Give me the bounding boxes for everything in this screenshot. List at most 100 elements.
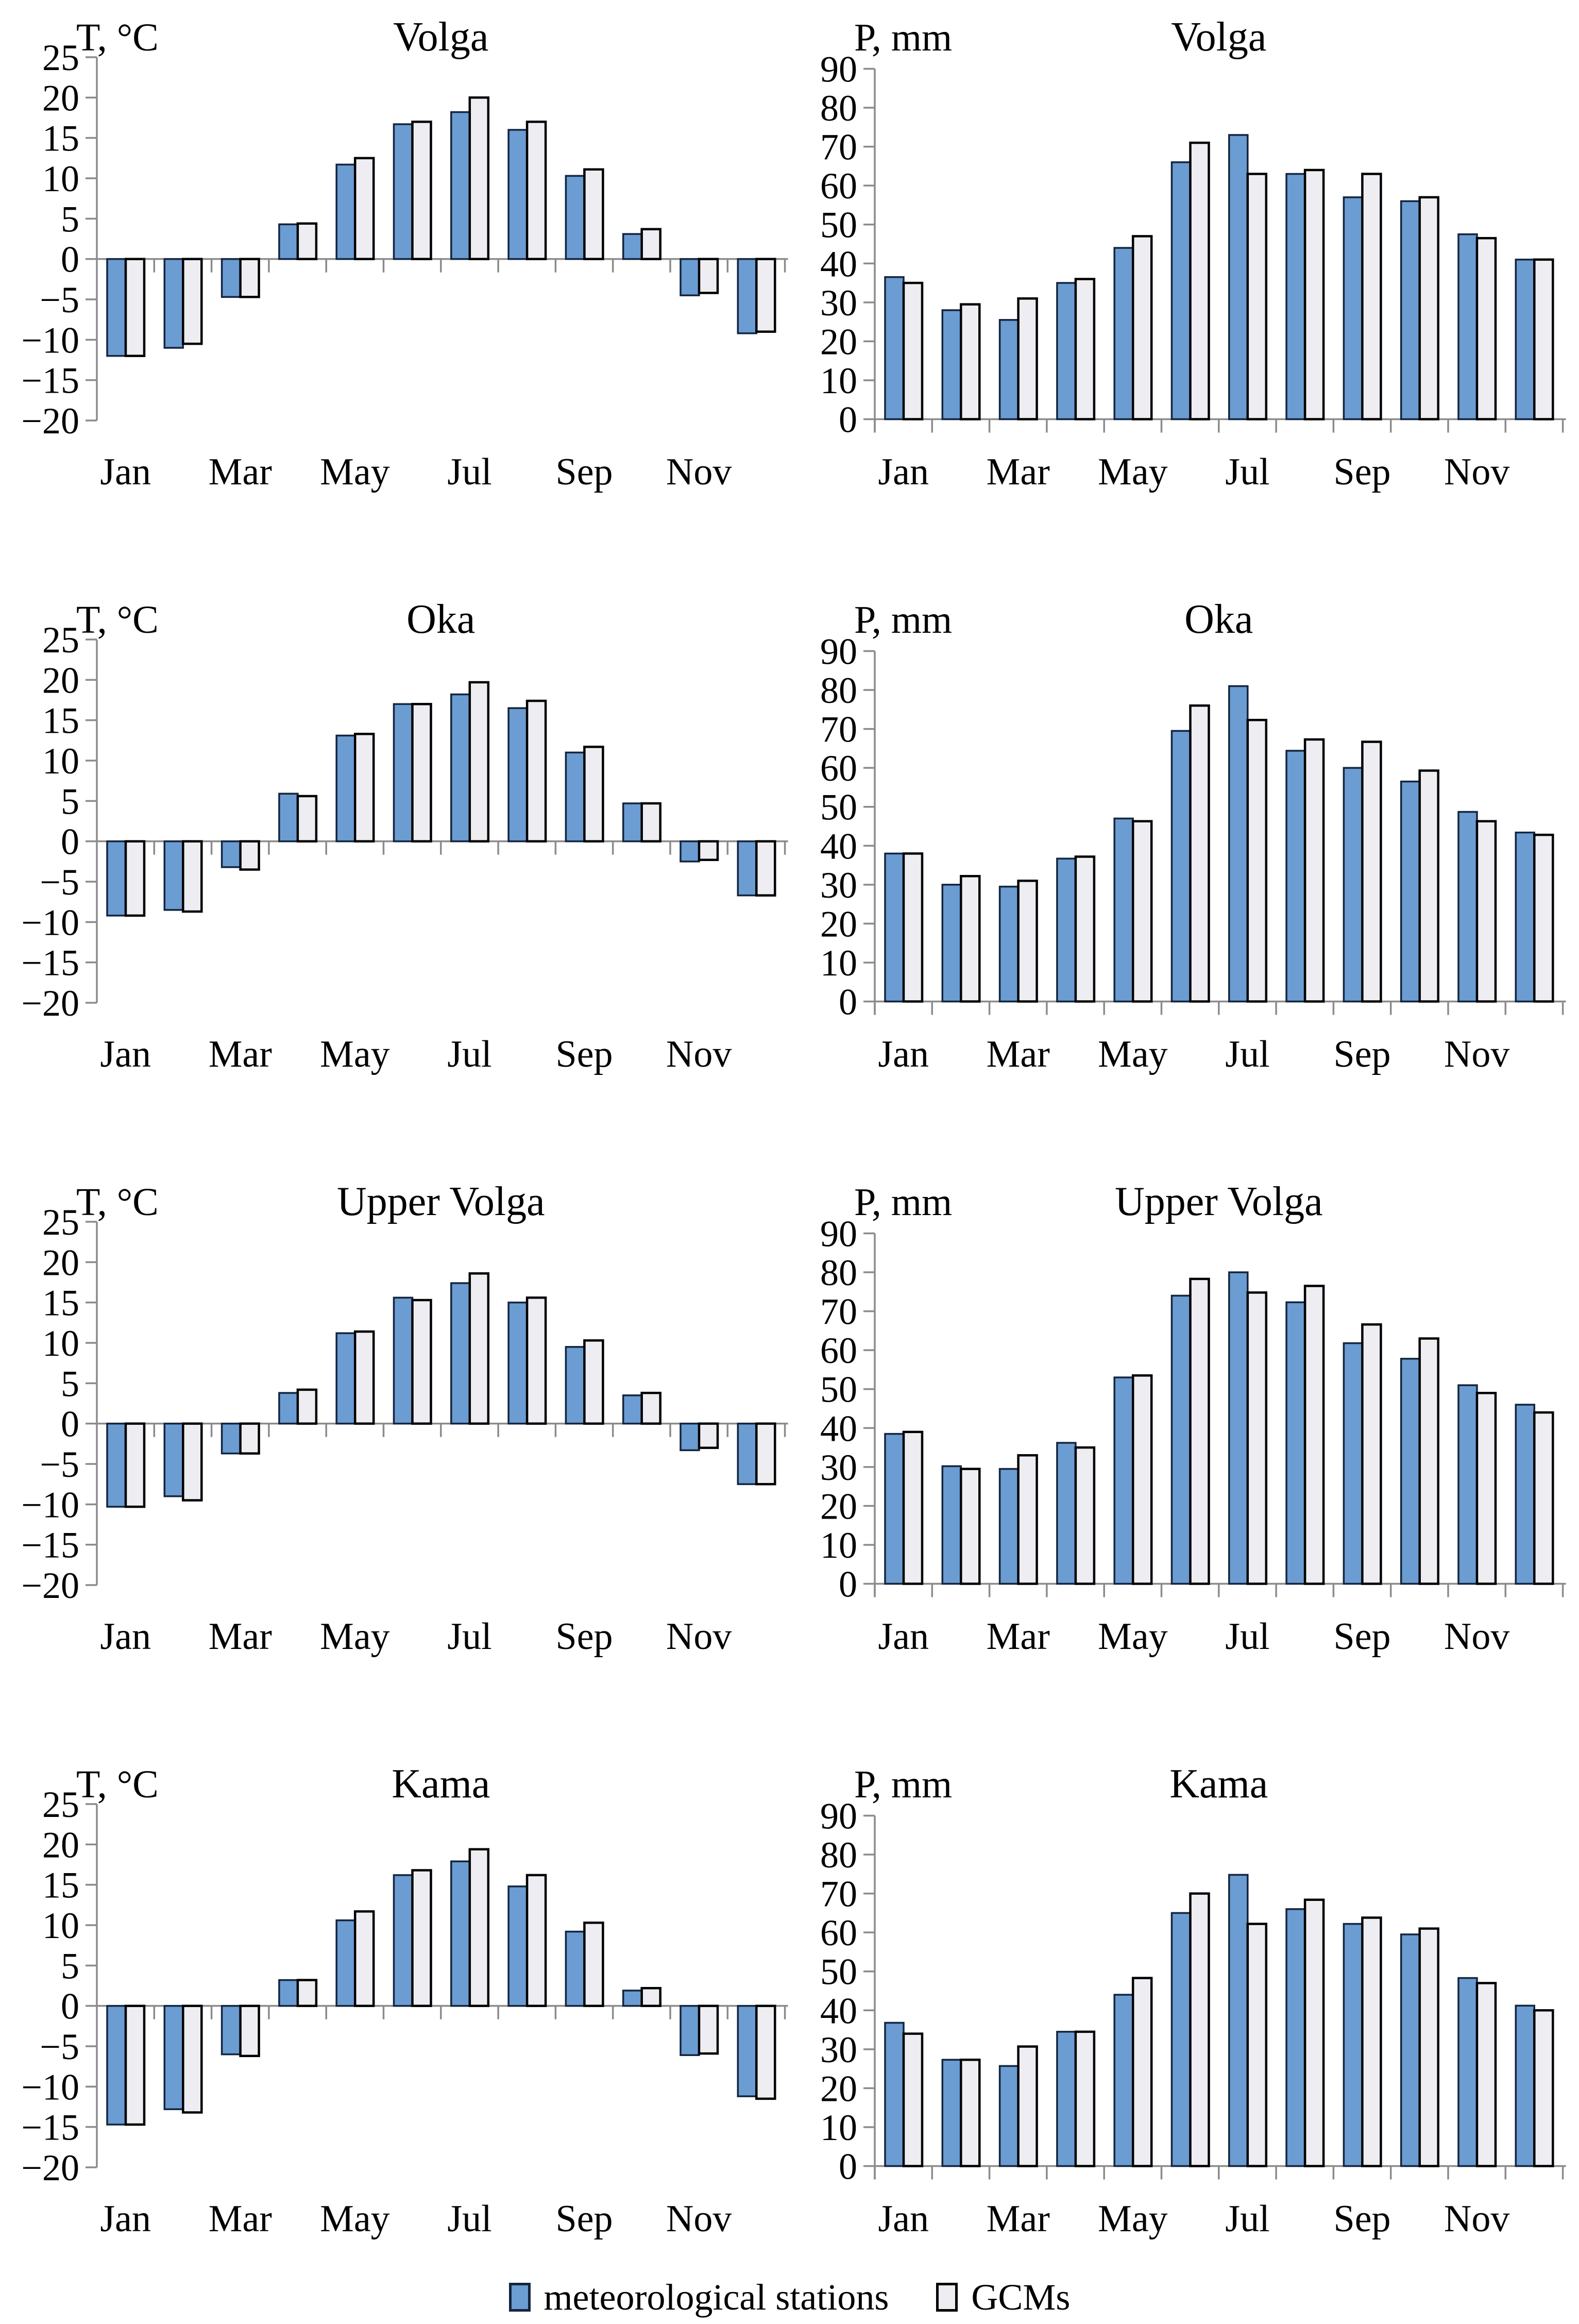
y-tick-label: 0 xyxy=(61,239,79,280)
bar-gcms-feb xyxy=(182,258,203,345)
bar-met-stations-feb xyxy=(163,2005,184,2110)
bar-gcms-dec xyxy=(1533,1411,1554,1585)
y-tick-label: 20 xyxy=(820,1486,857,1527)
bar-gcms-jan xyxy=(124,840,146,917)
x-tick-label-sep: Sep xyxy=(1334,2198,1391,2240)
bar-gcms-jul xyxy=(468,681,490,843)
bar-met-stations-dec xyxy=(1515,1404,1536,1585)
bar-gcms-oct xyxy=(640,1986,661,2007)
chart-oka-precipitation: Oka P, mm 90 80 70 60 50 40 30 20 10 0 Jan Mar May Jul S… xyxy=(789,582,1578,1164)
y-tick-label: 0 xyxy=(839,399,857,441)
bar-met-stations-jan xyxy=(106,258,127,357)
bar-met-stations-jan xyxy=(884,852,905,1003)
bar-met-stations-jun xyxy=(393,1874,414,2007)
y-tick-label: 0 xyxy=(61,821,79,863)
bar-met-stations-may xyxy=(335,1332,356,1425)
bar-met-stations-jun xyxy=(1170,1294,1192,1585)
bar-met-stations-apr xyxy=(278,223,299,260)
bar-met-stations-apr xyxy=(1056,1442,1077,1585)
bar-gcms-sep xyxy=(1361,1916,1382,2167)
bar-met-stations-jul xyxy=(1228,134,1249,420)
x-tick-label-jan: Jan xyxy=(100,451,151,493)
x-tick-label-jan: Jan xyxy=(100,1615,151,1658)
x-tick-label-nov: Nov xyxy=(666,2198,732,2240)
bar-met-stations-jun xyxy=(393,703,414,843)
y-tick-label: 50 xyxy=(820,787,857,828)
y-tick-label: 15 xyxy=(42,118,79,159)
bar-met-stations-jun xyxy=(1170,730,1192,1003)
bar-gcms-feb xyxy=(960,874,981,1003)
y-tick-label: 90 xyxy=(820,49,857,90)
y-tick-label: −10 xyxy=(21,902,79,943)
bar-gcms-nov xyxy=(698,840,719,861)
x-tick-label-mar: Mar xyxy=(987,2198,1050,2240)
y-tick-label: 10 xyxy=(820,2107,857,2148)
y-tick-label: 10 xyxy=(42,1905,79,1946)
bar-gcms-jan xyxy=(902,281,924,420)
y-axis-unit-label: T, °C xyxy=(76,598,159,642)
x-tick-label-jan: Jan xyxy=(100,1033,151,1075)
y-tick-label: 15 xyxy=(42,1283,79,1324)
bar-gcms-feb xyxy=(182,2005,203,2114)
x-tick-label-nov: Nov xyxy=(1444,1033,1509,1075)
chart-kama-precipitation: Kama P, mm 90 80 70 60 50 40 30 20 10 0 Jan Mar May Jul… xyxy=(789,1747,1578,2324)
x-tick-label-jul: Jul xyxy=(1225,451,1269,493)
bar-gcms-jan xyxy=(902,1430,924,1585)
bar-met-stations-mar xyxy=(998,2065,1020,2167)
x-tick-label-nov: Nov xyxy=(666,1033,732,1075)
y-tick-label: −15 xyxy=(21,360,79,401)
x-tick-label-jul: Jul xyxy=(1225,1033,1269,1075)
y-tick-label: 0 xyxy=(61,1986,79,2027)
x-tick-label-jul: Jul xyxy=(447,451,491,493)
bar-met-stations-aug xyxy=(507,129,528,260)
y-tick-label: 5 xyxy=(61,1363,79,1404)
y-tick-label: 10 xyxy=(820,360,857,401)
bar-gcms-dec xyxy=(755,2005,776,2100)
x-tick-label-jul: Jul xyxy=(447,1033,491,1075)
x-tick-label-mar: Mar xyxy=(209,1615,272,1658)
x-tick-label-jul: Jul xyxy=(447,2198,491,2240)
x-tick-label-sep: Sep xyxy=(1334,1033,1391,1075)
x-tick-label-jan: Jan xyxy=(100,2198,151,2240)
y-tick-label: 90 xyxy=(820,1796,857,1837)
x-tick-label-sep: Sep xyxy=(1334,451,1391,493)
y-tick-label: 70 xyxy=(820,127,857,168)
x-tick-label-may: May xyxy=(320,1033,390,1075)
bar-gcms-nov xyxy=(1475,237,1497,420)
bar-met-stations-apr xyxy=(1056,857,1077,1003)
bar-met-stations-may xyxy=(1113,1994,1134,2167)
bar-met-stations-jan xyxy=(106,1422,127,1508)
bar-gcms-aug xyxy=(1303,1285,1325,1585)
y-tick-label: −20 xyxy=(21,2147,79,2188)
bar-met-stations-may xyxy=(335,163,356,260)
x-tick-label-sep: Sep xyxy=(1334,1615,1391,1658)
bar-gcms-nov xyxy=(698,258,719,294)
bar-met-stations-jun xyxy=(1170,161,1192,420)
x-tick-label-mar: Mar xyxy=(987,1033,1050,1075)
bar-met-stations-aug xyxy=(1285,173,1306,420)
bar-met-stations-jan xyxy=(884,276,905,420)
y-tick-label: 70 xyxy=(820,1874,857,1915)
y-tick-label: 20 xyxy=(820,321,857,362)
y-tick-label: 10 xyxy=(42,740,79,782)
y-tick-label: 10 xyxy=(42,158,79,199)
y-tick-label: 50 xyxy=(820,205,857,246)
bar-met-stations-oct xyxy=(1400,1933,1421,2167)
bar-gcms-jan xyxy=(124,258,146,357)
bar-met-stations-oct xyxy=(622,1394,643,1425)
y-tick-label: 0 xyxy=(839,2146,857,2187)
y-tick-label: 40 xyxy=(820,826,857,867)
x-tick-label-jul: Jul xyxy=(1225,1615,1269,1658)
bar-met-stations-oct xyxy=(1400,200,1421,420)
chart-title: Volga xyxy=(393,14,488,60)
bar-met-stations-jul xyxy=(450,1860,471,2007)
chart-upper-volga-temperature: Upper Volga T, °C 25 20 15 10 5 0 −5 −10 −15 −20 Jan… xyxy=(0,1165,789,1746)
bar-met-stations-nov xyxy=(1457,1384,1478,1585)
bar-gcms-mar xyxy=(1017,2045,1038,2167)
bar-gcms-jul xyxy=(1246,1923,1268,2167)
bar-met-stations-sep xyxy=(1343,1342,1364,1585)
bar-gcms-nov xyxy=(698,2005,719,2055)
legend-swatch-gcms xyxy=(936,2283,958,2312)
